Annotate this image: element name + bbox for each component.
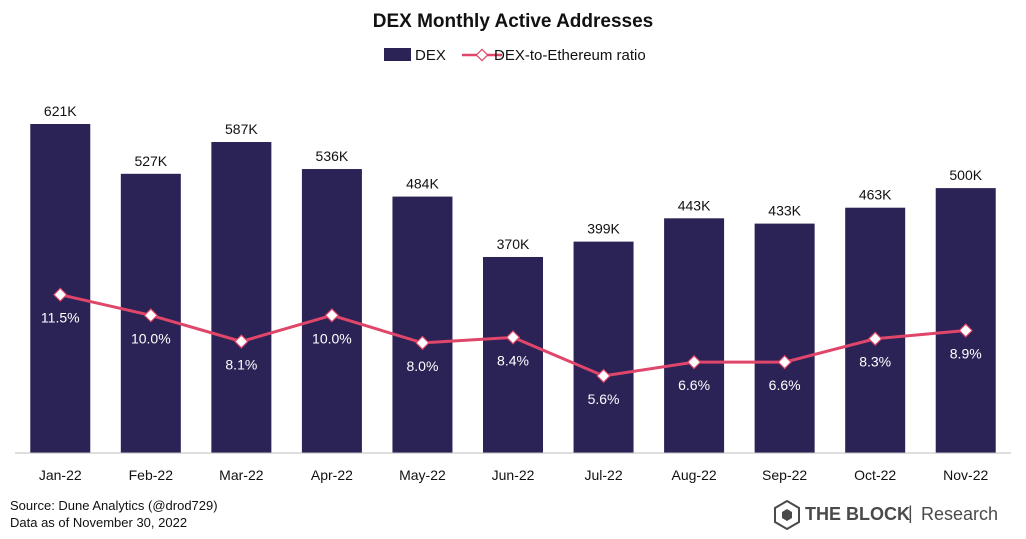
bar-value-label: 443K — [678, 197, 711, 213]
the-block-cube-icon — [774, 499, 800, 531]
ratio-marker — [777, 354, 792, 370]
bar-value-label: 536K — [316, 148, 349, 164]
ratio-value-labels: 11.5% 10.0% 8.1% 10.0% 8.0% 8.4% 5.6% 6.6% 6.6% 8… — [41, 310, 982, 407]
x-tick-label: Apr-22 — [311, 467, 353, 483]
ratio-value-label: 11.5% — [41, 310, 80, 326]
x-tick-label: Oct-22 — [854, 467, 896, 483]
bar-series — [30, 124, 996, 454]
ratio-value-label: 8.4% — [497, 352, 529, 368]
x-tick-label: Jan-22 — [39, 467, 82, 483]
ratio-marker — [867, 331, 883, 346]
ratio-marker — [143, 308, 159, 323]
footer: Source: Dune Analytics (@drod729) Data a… — [10, 498, 218, 530]
bar-value-label: 399K — [587, 221, 620, 237]
x-tick-label: Mar-22 — [219, 467, 264, 483]
x-tick-label: Jun-22 — [492, 467, 535, 483]
bar-jul-22 — [573, 241, 634, 453]
bar-value-label: 587K — [225, 121, 258, 137]
bar-value-labels: 621K 527K 587K 536K 484K 370K 399K 443K 433K 463K… — [44, 103, 983, 252]
ratio-marker — [53, 287, 68, 302]
bar-nov-22 — [935, 188, 996, 453]
bar-value-label: 463K — [859, 187, 892, 203]
brand-name: THE BLOCK — [805, 504, 910, 524]
ratio-marker — [958, 323, 973, 338]
bar-oct-22 — [845, 207, 906, 453]
date-note: Data as of November 30, 2022 — [10, 515, 187, 530]
legend-dex-swatch — [384, 48, 411, 61]
ratio-value-label: 8.3% — [859, 354, 891, 370]
bar-value-label: 621K — [44, 103, 77, 119]
bar-value-label: 433K — [768, 203, 801, 219]
brand-subtitle: Research — [921, 504, 998, 524]
brand-separator: | — [908, 503, 913, 523]
legend-dex-label: DEX — [415, 47, 446, 64]
source-note: Source: Dune Analytics (@drod729) — [10, 498, 218, 513]
ratio-line-series — [53, 287, 973, 384]
legend: DEX DEX-to-Ethereum ratio — [384, 47, 646, 64]
ratio-marker — [415, 335, 430, 351]
ratio-value-label: 10.0% — [312, 330, 352, 346]
ratio-marker — [234, 334, 249, 349]
bar-sep-22 — [754, 223, 815, 453]
bar-aug-22 — [664, 218, 725, 453]
ratio-value-label: 8.9% — [950, 345, 982, 361]
legend-ratio-label: DEX-to-Ethereum ratio — [494, 47, 646, 64]
x-tick-label: Aug-22 — [672, 467, 717, 483]
brand-logo: THE BLOCK | Research — [774, 499, 998, 531]
ratio-value-label: 6.6% — [769, 377, 801, 393]
x-tick-label: Nov-22 — [943, 467, 988, 483]
x-tick-label: Sep-22 — [762, 467, 807, 483]
x-tick-label: Feb-22 — [129, 467, 174, 483]
x-tick-label: May-22 — [399, 467, 446, 483]
ratio-value-label: 8.1% — [225, 356, 257, 372]
bar-value-label: 527K — [134, 153, 167, 169]
bar-mar-22 — [211, 142, 272, 453]
ratio-marker — [596, 368, 611, 384]
ratio-value-label: 5.6% — [588, 391, 620, 407]
ratio-marker — [324, 308, 340, 323]
ratio-marker — [686, 354, 702, 370]
ratio-value-label: 8.0% — [406, 358, 438, 374]
ratio-value-label: 6.6% — [678, 377, 710, 393]
bar-jun-22 — [483, 256, 543, 453]
bar-value-label: 370K — [497, 236, 530, 252]
x-axis-ticks: Jan-22 Feb-22 Mar-22 Apr-22 May-22 Jun-22 Jul-… — [39, 467, 989, 483]
bar-value-label: 484K — [406, 176, 439, 192]
chart-title: DEX Monthly Active Addresses — [373, 11, 654, 32]
x-tick-label: Jul-22 — [584, 467, 622, 483]
ratio-value-label: 10.0% — [131, 330, 171, 346]
ratio-marker — [505, 330, 521, 345]
bar-value-label: 500K — [949, 167, 982, 183]
bar-may-22 — [392, 196, 453, 454]
legend-ratio-marker — [475, 48, 489, 62]
